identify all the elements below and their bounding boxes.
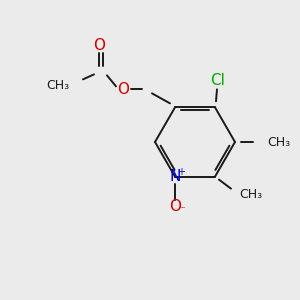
Text: O: O bbox=[117, 82, 129, 97]
Text: O: O bbox=[169, 199, 181, 214]
Text: CH₃: CH₃ bbox=[46, 79, 69, 92]
Text: ⁻: ⁻ bbox=[179, 206, 185, 216]
Text: O: O bbox=[93, 38, 105, 53]
Text: +: + bbox=[177, 167, 185, 177]
Text: CH₃: CH₃ bbox=[267, 136, 290, 148]
Text: Cl: Cl bbox=[211, 73, 225, 88]
Text: CH₃: CH₃ bbox=[239, 188, 262, 201]
Text: N: N bbox=[169, 169, 181, 184]
